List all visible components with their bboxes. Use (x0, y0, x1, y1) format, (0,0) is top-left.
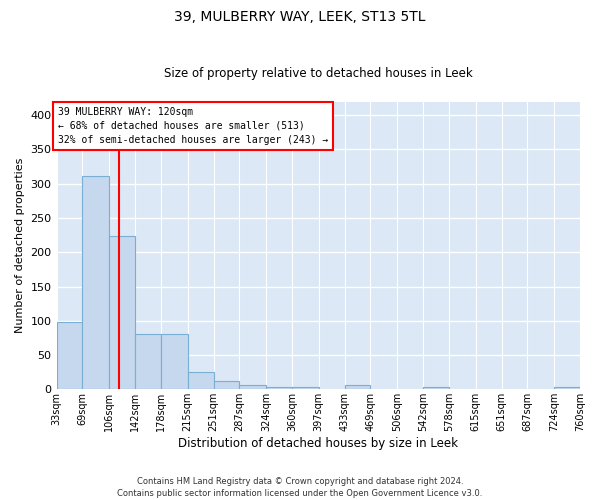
Bar (266, 386, 292, 390)
Bar (82, 176, 109, 390)
Bar (554, 386, 580, 390)
Bar (135, 334, 161, 390)
Bar (344, 385, 370, 390)
X-axis label: Distribution of detached houses by size in Leek: Distribution of detached houses by size … (178, 437, 458, 450)
Text: 39, MULBERRY WAY, LEEK, ST13 5TL: 39, MULBERRY WAY, LEEK, ST13 5TL (174, 10, 426, 24)
Text: Contains HM Land Registry data © Crown copyright and database right 2024.
Contai: Contains HM Land Registry data © Crown c… (118, 476, 482, 498)
Bar (161, 334, 188, 390)
Bar (423, 386, 449, 390)
Bar (188, 372, 214, 390)
Text: 39 MULBERRY WAY: 120sqm
← 68% of detached houses are smaller (513)
32% of semi-d: 39 MULBERRY WAY: 120sqm ← 68% of detache… (58, 107, 328, 145)
Bar (56, 322, 82, 390)
Bar (292, 386, 319, 390)
Bar (239, 385, 266, 390)
Bar (109, 236, 135, 390)
Bar (214, 381, 239, 390)
Title: Size of property relative to detached houses in Leek: Size of property relative to detached ho… (164, 66, 473, 80)
Y-axis label: Number of detached properties: Number of detached properties (15, 158, 25, 333)
